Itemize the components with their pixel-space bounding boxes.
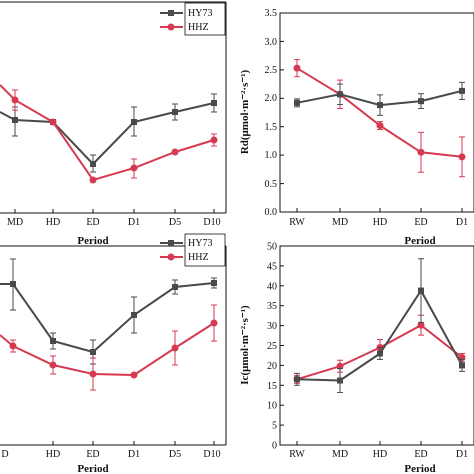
data-point	[337, 91, 343, 98]
y-tick-label: 45	[267, 261, 277, 272]
x-tick-label: ED	[414, 449, 427, 460]
x-tick-label: D	[1, 449, 8, 460]
data-point	[459, 362, 465, 369]
y-tick-label: 40	[267, 281, 277, 292]
x-tick-label: D10	[203, 217, 220, 228]
x-tick-label: D10	[203, 449, 220, 460]
y-ticks	[280, 12, 284, 213]
x-tick-label: HD	[373, 217, 387, 228]
panel-top-left: MD HD ED D1 D5 D10 Period	[0, 1, 227, 247]
x-axis-title: Period	[77, 235, 108, 247]
x-ticks	[52, 441, 215, 445]
data-point	[418, 287, 424, 294]
plot-frame	[279, 245, 474, 446]
y-tick-label: 25	[267, 341, 277, 352]
x-tick-label: HD	[46, 217, 60, 228]
y-tick-label: 3.0	[265, 37, 278, 48]
y-tick-label: 1.0	[265, 150, 278, 161]
y-tick-label: 1.5	[265, 122, 278, 133]
data-point	[417, 148, 425, 156]
y-axis-title: Rd(μmol·m⁻²·s⁻¹)	[239, 70, 251, 155]
series-HY73	[0, 93, 217, 173]
x-tick-label: RW	[289, 217, 305, 228]
y-tick-label: 3.5	[265, 8, 278, 19]
data-point	[377, 350, 383, 357]
data-point	[376, 122, 384, 130]
plot-area	[293, 258, 466, 393]
series-HY73	[0, 258, 217, 365]
data-point	[459, 87, 465, 94]
x-tick-label: D1	[128, 449, 140, 460]
panel-bottom-left: D HD ED D1 D5 D10 Period	[0, 233, 227, 474]
y-tick-label: 5	[272, 421, 277, 432]
x-ticks	[296, 208, 463, 212]
panel-bottom-right: 0 5 10 15 20 25 30 35 40 45 50 Ic(μmol·m⁻²·s⁻¹) RW…	[239, 242, 474, 474]
legend-label: HY73	[188, 8, 212, 19]
y-tick-label: 35	[267, 301, 277, 312]
y-tick-label: 30	[267, 321, 277, 332]
data-point	[293, 64, 301, 72]
legend: HY73 HHZ	[160, 2, 226, 36]
x-tick-label: D1	[456, 217, 468, 228]
x-axis-title: Period	[404, 235, 435, 247]
x-tick-label: ED	[414, 217, 427, 228]
series-line-HY73	[296, 288, 463, 382]
series-HHZ	[0, 84, 218, 184]
y-tick-label: 0	[272, 441, 277, 452]
x-axis-title: Period	[404, 463, 435, 474]
data-point	[337, 377, 343, 384]
x-tick-label: HD	[46, 449, 60, 460]
x-tick-label: D5	[169, 449, 181, 460]
x-ticks	[14, 209, 215, 213]
x-tick-label: RW	[289, 449, 305, 460]
y-tick-label: 50	[267, 242, 277, 253]
x-tick-label: HD	[373, 449, 387, 460]
y-tick-label: 10	[267, 401, 277, 412]
data-point	[417, 321, 425, 329]
data-point	[458, 153, 466, 161]
legend: HY73 HHZ	[160, 233, 226, 267]
x-ticks	[296, 441, 463, 445]
y-tick-label: 2.0	[265, 93, 278, 104]
x-tick-label: MD	[7, 217, 23, 228]
x-tick-label: ED	[86, 449, 99, 460]
y-axis-title: Ic(μmol·m⁻²·s⁻¹)	[239, 305, 251, 385]
plot-frame	[279, 12, 474, 213]
y-tick-label: 15	[267, 381, 277, 392]
x-tick-label: MD	[332, 217, 348, 228]
panel-top-right: 0.0 0.5 1.0 1.5 2.0 2.5 3.0 3.5 Rd(μmol·…	[239, 8, 474, 247]
legend-label: HHZ	[188, 252, 209, 263]
x-tick-label: ED	[86, 217, 99, 228]
x-axis-title: Period	[77, 463, 108, 474]
x-tick-label: D1	[456, 449, 468, 460]
data-point	[294, 376, 300, 383]
data-point	[377, 102, 383, 109]
legend-label: HHZ	[188, 22, 209, 33]
data-point	[294, 99, 300, 106]
y-tick-label: 20	[267, 361, 277, 372]
legend-label: HY73	[188, 238, 212, 249]
x-tick-label: MD	[332, 449, 348, 460]
y-tick-label: 0.5	[265, 179, 278, 190]
y-tick-label: 0.0	[265, 207, 278, 218]
data-point	[336, 362, 344, 370]
x-tick-label: D1	[128, 217, 140, 228]
plot-area	[293, 59, 466, 178]
y-tick-label: 2.5	[265, 65, 278, 76]
data-point	[418, 98, 424, 105]
x-tick-label: D5	[169, 217, 181, 228]
series-HHZ	[0, 304, 218, 391]
y-ticks: 0 5 10 15 20 25 30 35 40 45 50	[267, 242, 284, 452]
